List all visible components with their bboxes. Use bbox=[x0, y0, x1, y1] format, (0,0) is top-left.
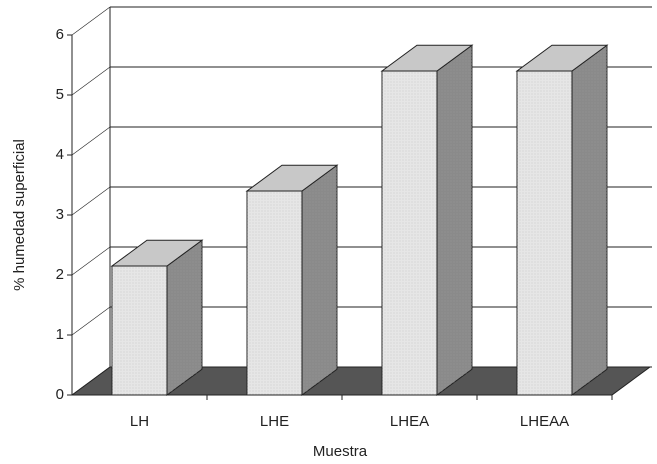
y-tick-label: 1 bbox=[56, 326, 64, 343]
bar-side-texture bbox=[167, 240, 202, 395]
y-tick-label: 0 bbox=[56, 386, 64, 403]
y-tick-label: 2 bbox=[56, 266, 64, 283]
bar-texture bbox=[382, 71, 437, 395]
wall-diagonal bbox=[71, 306, 111, 336]
bar-side-texture bbox=[302, 165, 337, 395]
x-axis-label: Muestra bbox=[313, 443, 368, 460]
x-tick-label: LH bbox=[130, 413, 149, 430]
wall-diagonal bbox=[71, 66, 111, 96]
y-tick-label: 4 bbox=[56, 146, 64, 163]
bar-texture bbox=[247, 191, 302, 395]
bar-side-texture bbox=[572, 45, 607, 396]
wall-diagonal bbox=[71, 126, 111, 156]
x-tick-label: LHEAA bbox=[520, 413, 569, 430]
x-tick-label: LHEA bbox=[390, 413, 429, 430]
y-tick-label: 5 bbox=[56, 86, 64, 103]
wall-diagonal bbox=[71, 246, 111, 276]
y-axis-label: % humedad superficial bbox=[11, 139, 28, 291]
y-tick-label: 6 bbox=[56, 26, 64, 43]
bar-side-texture bbox=[437, 45, 472, 396]
bar-texture bbox=[112, 266, 167, 395]
bar-texture bbox=[517, 71, 572, 395]
wall-diagonal bbox=[71, 186, 111, 216]
y-tick-label: 3 bbox=[56, 206, 64, 223]
x-tick-label: LHE bbox=[260, 413, 289, 430]
wall-diagonal bbox=[71, 6, 111, 36]
